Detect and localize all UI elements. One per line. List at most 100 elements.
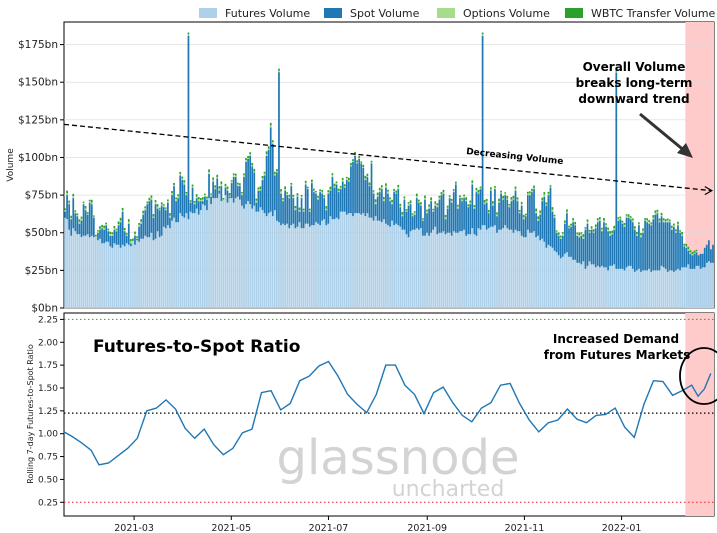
volume-bar-futures — [648, 268, 651, 308]
volume-bar-futures — [699, 268, 702, 308]
volume-bar-wbtc — [584, 227, 587, 229]
volume-bar-options — [459, 197, 461, 199]
volume-bar-futures — [691, 268, 694, 308]
volume-bar-wbtc — [524, 213, 527, 216]
volume-bar-futures — [487, 228, 490, 308]
volume-bar-futures — [448, 232, 451, 308]
volume-bar-wbtc — [592, 229, 595, 232]
volume-bar-spot — [387, 193, 389, 226]
volume-bar-futures — [510, 229, 513, 308]
volume-bar-options — [288, 196, 291, 199]
volume-bar-options — [623, 224, 626, 227]
volume-bar-wbtc — [296, 193, 299, 196]
volume-bar-futures — [440, 232, 443, 308]
volume-bar-wbtc — [648, 220, 651, 222]
volume-bar-futures — [239, 199, 241, 308]
volume-bar-options — [99, 228, 101, 230]
volume-bar-futures — [356, 213, 358, 308]
volume-bar-futures — [502, 228, 505, 308]
volume-bar-wbtc — [522, 214, 525, 218]
volume-bar-futures — [167, 225, 169, 308]
volume-bar-futures — [656, 270, 659, 308]
volume-bar-spot — [374, 204, 377, 217]
volume-bar-wbtc — [220, 181, 223, 184]
volume-bar-options — [140, 221, 142, 224]
volume-bar-options — [566, 211, 568, 214]
volume-y-tick-label: $75bn — [25, 190, 58, 202]
volume-bar-wbtc — [146, 201, 149, 204]
volume-bar-options — [154, 202, 157, 205]
volume-bar-spot — [380, 189, 383, 223]
volume-bar-wbtc — [401, 211, 404, 215]
ratio-x-tick-label: 2021-11 — [505, 523, 545, 533]
volume-bar-wbtc — [214, 185, 217, 188]
volume-bar-futures — [150, 232, 153, 308]
volume-bar-spot — [479, 189, 482, 230]
volume-bar-wbtc — [230, 180, 233, 182]
volume-bar-futures — [444, 234, 447, 308]
volume-bar-wbtc — [654, 210, 657, 213]
volume-bar-options — [520, 203, 523, 206]
volume-bar-wbtc — [675, 229, 677, 232]
volume-bar-wbtc — [197, 197, 200, 200]
volume-bar-options — [265, 154, 268, 156]
volume-bar-futures — [580, 264, 583, 308]
volume-bar-futures — [72, 228, 75, 308]
volume-bar-spot — [430, 201, 433, 233]
volume-bar-futures — [489, 226, 492, 308]
volume-bar-wbtc — [553, 214, 556, 217]
volume-bar-options — [142, 213, 145, 215]
volume-y-tick-label: $100bn — [18, 152, 58, 164]
volume-bar-spot — [463, 198, 465, 230]
volume-bar-wbtc — [395, 190, 398, 193]
volume-bar-futures — [436, 234, 439, 308]
volume-bars — [64, 32, 714, 308]
volume-bar-options — [306, 188, 309, 190]
volume-bar-options — [473, 206, 476, 209]
volume-bar-options — [380, 187, 383, 190]
volume-bar-futures — [454, 232, 457, 308]
volume-bar-spot — [685, 247, 688, 268]
volume-bar-futures — [199, 210, 202, 308]
volume-bar-spot — [148, 201, 151, 238]
volume-bar-futures — [533, 231, 535, 308]
volume-bar-futures — [409, 231, 412, 308]
volume-bar-spot — [356, 163, 358, 214]
volume-bar-wbtc — [358, 155, 361, 158]
ratio-y-tick-label: 1.25 — [38, 407, 58, 417]
volume-bar-wbtc — [520, 201, 523, 204]
ratio-y-tick-label: 0.75 — [38, 453, 58, 463]
volume-bar-spot — [695, 252, 698, 266]
volume-bar-wbtc — [631, 218, 634, 221]
volume-bar-wbtc — [557, 232, 560, 235]
volume-bar-spot — [302, 211, 305, 229]
volume-bar-wbtc — [348, 177, 350, 181]
volume-bar-wbtc — [640, 233, 642, 236]
volume-bar-wbtc — [86, 212, 89, 214]
volume-bar-futures — [399, 226, 402, 308]
volume-bar-futures — [642, 270, 644, 308]
volume-bar-futures — [598, 267, 601, 308]
volume-y-tick-label: $125bn — [18, 114, 58, 126]
volume-bar-options — [189, 201, 192, 203]
decreasing-volume-trendline — [63, 123, 711, 192]
ratio-x-axis: 2021-03 2021-05 2021-07 2021-09 2021-11 2022-… — [114, 516, 641, 533]
volume-bar-wbtc — [117, 221, 120, 225]
volume-bar-futures — [434, 226, 437, 308]
volume-bar-wbtc — [607, 227, 609, 230]
volume-bar-futures — [411, 229, 414, 308]
legend-item-spot: Spot Volume — [324, 7, 420, 20]
volume-bar-options — [656, 211, 659, 214]
volume-bar-options — [350, 165, 352, 167]
volume-bar-spot — [547, 195, 550, 245]
volume-bar-wbtc — [475, 187, 478, 191]
volume-bar-futures — [76, 234, 79, 308]
volume-bar-spot — [652, 219, 655, 271]
volume-bar-spot — [243, 177, 245, 209]
volume-bar-futures — [113, 243, 116, 308]
volume-bar-options — [535, 211, 537, 214]
volume-bar-futures — [259, 207, 262, 308]
volume-bar-wbtc — [537, 216, 539, 220]
volume-bar-wbtc — [189, 200, 192, 202]
volume-bar-options — [533, 188, 535, 190]
